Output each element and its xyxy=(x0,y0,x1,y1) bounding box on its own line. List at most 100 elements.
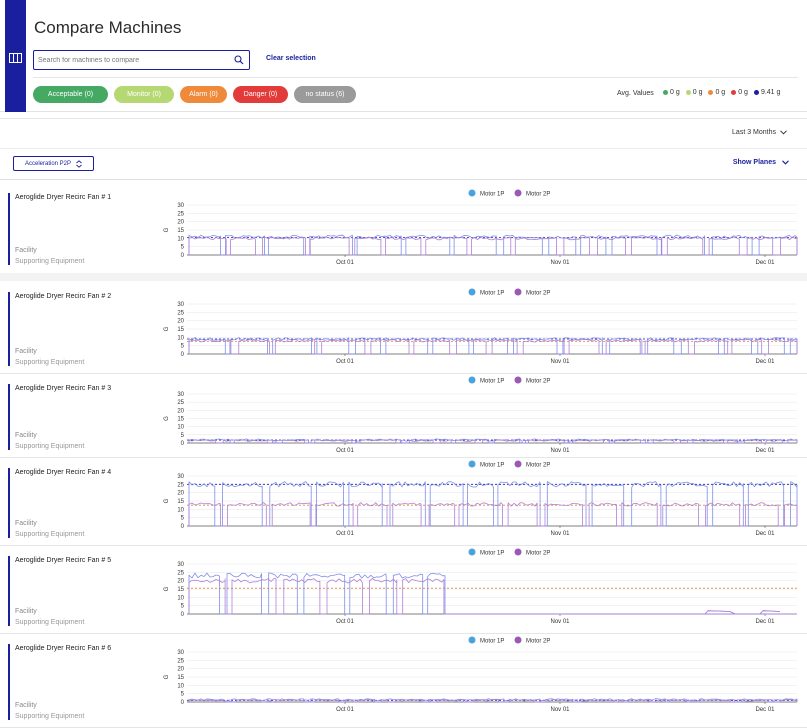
vibration-chart[interactable]: Motor 1P Motor 2P G 0 5 10 15 20 25 30 Oct 01 Nov 0… xyxy=(155,458,800,546)
y-tick-label: 10 xyxy=(177,236,184,242)
machine-name[interactable]: Aeroglide Dryer Recirc Fan # 4 xyxy=(15,469,112,476)
y-tick-label: 25 xyxy=(177,211,184,217)
time-range-select[interactable]: Last 3 Months xyxy=(732,129,787,136)
series-line xyxy=(188,338,798,355)
equipment-label: Supporting Equipment xyxy=(15,443,85,450)
side-panel-toggle[interactable] xyxy=(5,0,26,112)
y-tick-label: 0 xyxy=(181,612,185,618)
filter-acceptable-button[interactable]: Acceptable (0) xyxy=(33,86,108,103)
y-tick-label: 30 xyxy=(177,302,184,308)
series-line xyxy=(188,699,798,703)
status-dot-icon xyxy=(731,90,737,95)
y-tick-label: 15 xyxy=(177,417,184,423)
x-tick-label: Oct 01 xyxy=(336,531,354,537)
chevron-down-icon xyxy=(780,130,787,135)
y-tick-label: 0 xyxy=(181,441,185,447)
machine-name[interactable]: Aeroglide Dryer Recirc Fan # 6 xyxy=(15,645,112,652)
filter-no-status-button[interactable]: no status (6) xyxy=(294,86,356,103)
show-planes-label: Show Planes xyxy=(732,159,776,166)
legend-dot-icon xyxy=(514,376,522,384)
search-box[interactable] xyxy=(33,50,250,70)
filter-label: Alarm (0) xyxy=(189,91,218,98)
y-tick-label: 15 xyxy=(177,587,184,593)
avg-value-monitor: 0 g xyxy=(685,89,703,96)
legend-dot-icon xyxy=(514,288,522,296)
series-line xyxy=(188,578,797,615)
y-tick-label: 0 xyxy=(181,253,185,259)
legend-label[interactable]: Motor 2P xyxy=(526,463,550,469)
y-tick-label: 20 xyxy=(177,319,184,325)
avg-value-text: 9.41 g xyxy=(760,89,781,96)
machine-name[interactable]: Aeroglide Dryer Recirc Fan # 1 xyxy=(15,194,112,201)
y-tick-label: 0 xyxy=(181,352,185,358)
y-axis-label: G xyxy=(164,498,170,503)
y-tick-label: 25 xyxy=(177,570,184,576)
filter-danger-button[interactable]: Danger (0) xyxy=(233,86,288,103)
facility-label: Facility xyxy=(15,702,37,709)
filter-label: Acceptable (0) xyxy=(47,91,94,98)
y-tick-label: 20 xyxy=(177,491,184,497)
series-line xyxy=(188,481,798,527)
filter-monitor-button[interactable]: Monitor (0) xyxy=(114,86,174,103)
row-accent-bar xyxy=(8,644,10,720)
legend-dot-icon xyxy=(514,548,522,556)
y-tick-label: 20 xyxy=(177,220,184,226)
avg-value-danger: 0 g xyxy=(731,89,748,96)
y-tick-label: 30 xyxy=(177,562,184,568)
legend-label[interactable]: Motor 1P xyxy=(480,291,504,297)
filter-alarm-button[interactable]: Alarm (0) xyxy=(180,86,227,103)
machine-row[interactable]: Aeroglide Dryer Recirc Fan # 3 Facility Su… xyxy=(0,374,807,458)
legend-label[interactable]: Motor 2P xyxy=(526,551,550,557)
legend-dot-icon xyxy=(468,189,476,197)
legend-label[interactable]: Motor 2P xyxy=(526,192,550,198)
vibration-chart[interactable]: Motor 1P Motor 2P G 0 5 10 15 20 25 30 Oct 01 Nov 0… xyxy=(155,546,800,634)
y-axis-label: G xyxy=(164,586,170,591)
legend-label[interactable]: Motor 1P xyxy=(480,192,504,198)
search-icon[interactable] xyxy=(234,55,244,65)
legend-label[interactable]: Motor 2P xyxy=(526,291,550,297)
machine-row[interactable]: Aeroglide Dryer Recirc Fan # 1 Facility Su… xyxy=(0,183,807,281)
series-line xyxy=(188,698,798,703)
legend-label[interactable]: Motor 1P xyxy=(480,379,504,385)
machine-row[interactable]: Aeroglide Dryer Recirc Fan # 4 Facility Su… xyxy=(0,458,807,546)
avg-value-text: 0 g xyxy=(692,89,703,96)
status-dot-icon xyxy=(663,90,668,95)
show-planes-toggle[interactable]: Show Planes xyxy=(733,159,789,166)
page-title: Compare Machines xyxy=(34,18,182,37)
y-tick-label: 25 xyxy=(177,400,184,406)
filter-label: no status (6) xyxy=(305,91,345,98)
machine-name[interactable]: Aeroglide Dryer Recirc Fan # 2 xyxy=(15,293,112,300)
vibration-chart[interactable]: Motor 1P Motor 2P G 0 5 10 15 20 25 30 Oct 01 Nov 0… xyxy=(155,374,800,458)
machine-row[interactable]: Aeroglide Dryer Recirc Fan # 2 Facility Su… xyxy=(0,282,807,374)
row-accent-bar xyxy=(8,292,10,366)
row-separator xyxy=(0,273,807,281)
vibration-chart[interactable]: Motor 1P Motor 2P G 0 5 10 15 20 25 30 Oct 01 Nov 0… xyxy=(155,183,800,273)
y-tick-label: 10 xyxy=(177,335,184,341)
legend-label[interactable]: Motor 1P xyxy=(480,639,504,645)
machine-row[interactable]: Aeroglide Dryer Recirc Fan # 6 Facility Su… xyxy=(0,634,807,728)
legend-dot-icon xyxy=(514,636,522,644)
x-tick-label: Nov 01 xyxy=(550,359,570,365)
legend-label[interactable]: Motor 1P xyxy=(480,551,504,557)
machine-row[interactable]: Aeroglide Dryer Recirc Fan # 5 Facility Su… xyxy=(0,546,807,634)
legend-label[interactable]: Motor 1P xyxy=(480,463,504,469)
y-tick-label: 5 xyxy=(181,245,185,251)
clear-selection-link[interactable]: Clear selection xyxy=(266,55,316,62)
search-input[interactable] xyxy=(38,53,228,67)
legend-label[interactable]: Motor 2P xyxy=(526,639,550,645)
y-tick-label: 15 xyxy=(177,228,184,234)
metric-label: Acceleration P2P xyxy=(24,160,72,167)
x-tick-label: Oct 01 xyxy=(336,707,354,713)
x-tick-label: Oct 01 xyxy=(336,359,354,365)
machine-name[interactable]: Aeroglide Dryer Recirc Fan # 3 xyxy=(15,385,112,392)
x-tick-label: Dec 01 xyxy=(755,531,775,537)
metric-select[interactable]: Acceleration P2P xyxy=(13,156,94,171)
legend-label[interactable]: Motor 2P xyxy=(526,379,550,385)
vibration-chart[interactable]: Motor 1P Motor 2P G 0 5 10 15 20 25 30 Oct 01 Nov 0… xyxy=(155,634,800,728)
machine-name[interactable]: Aeroglide Dryer Recirc Fan # 5 xyxy=(15,557,112,564)
vibration-chart[interactable]: Motor 1P Motor 2P G 0 5 10 15 20 25 30 Oct 01 Nov 0… xyxy=(155,282,800,374)
chevron-down-icon xyxy=(782,160,789,165)
compare-columns-icon xyxy=(9,53,22,63)
facility-label: Facility xyxy=(15,520,37,527)
y-tick-label: 10 xyxy=(177,507,184,513)
